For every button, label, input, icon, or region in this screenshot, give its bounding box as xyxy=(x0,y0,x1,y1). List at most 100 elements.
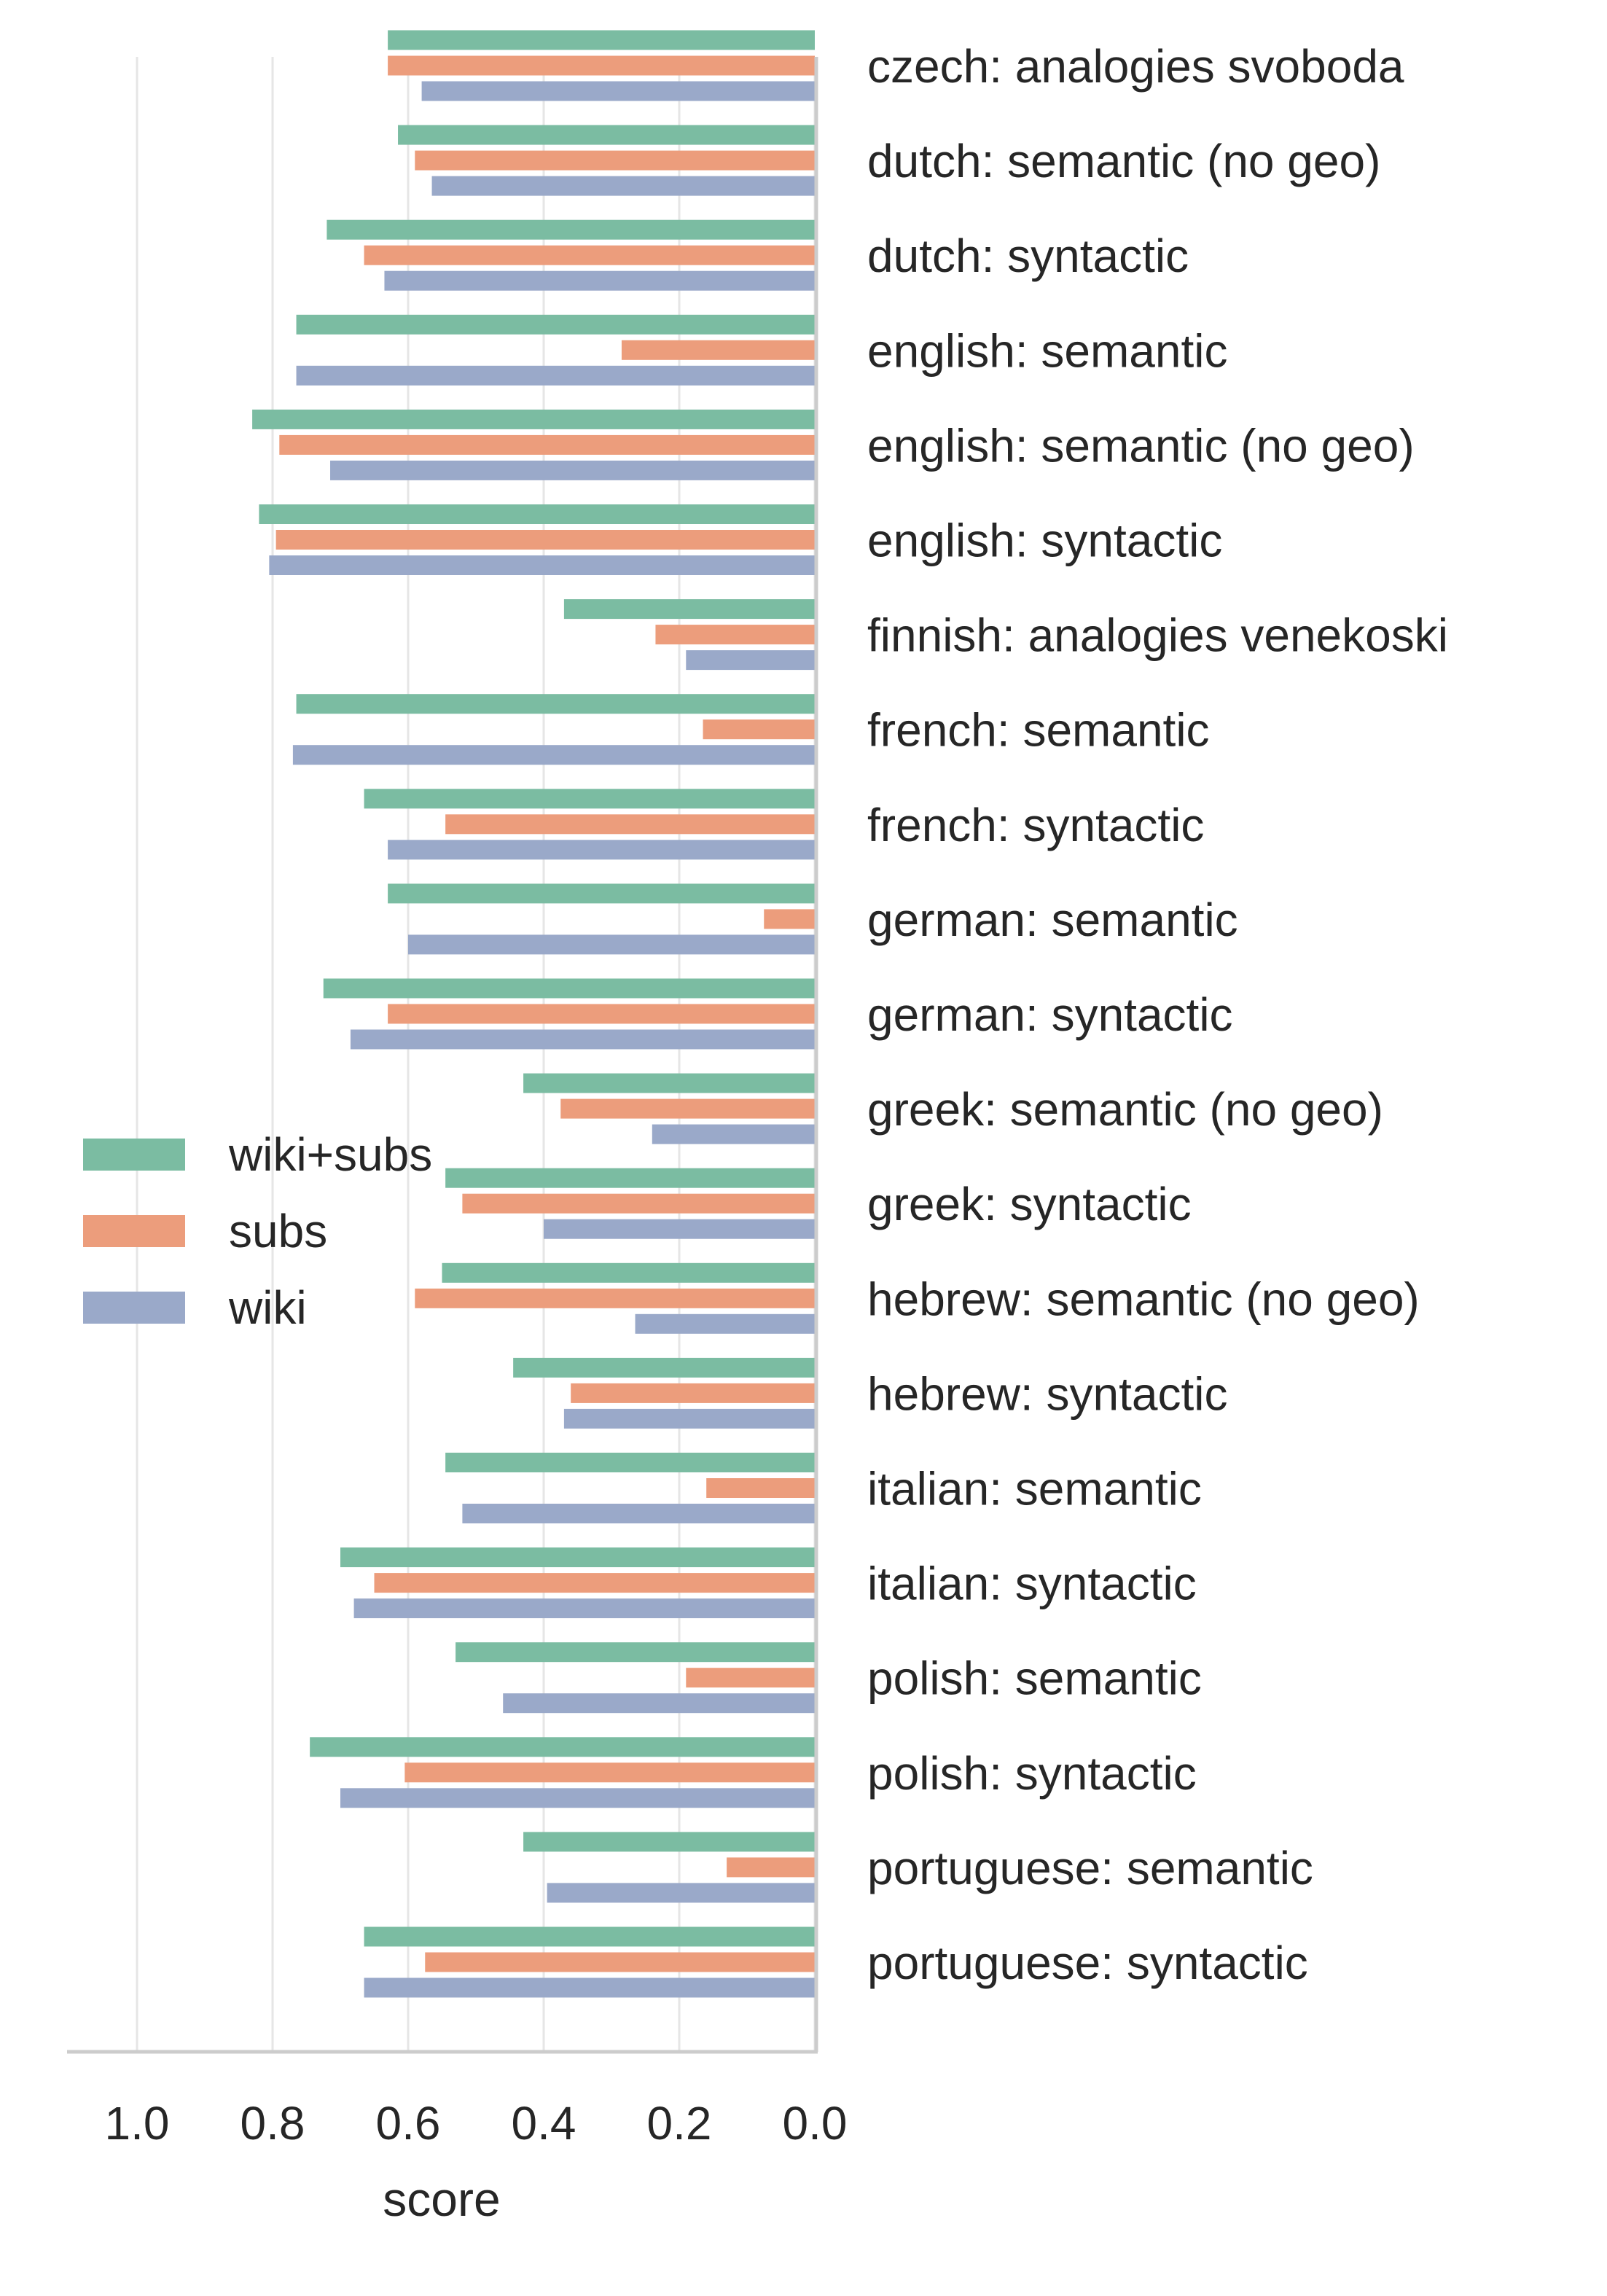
bar-wiki-19 xyxy=(547,1883,815,1903)
bar-wiki-17 xyxy=(503,1693,815,1714)
bar-wiki-20 xyxy=(364,1977,815,1998)
category-label-18: polish: syntactic xyxy=(867,1747,1197,1800)
category-label-8: french: syntactic xyxy=(867,799,1204,851)
bar-subs-11 xyxy=(560,1098,815,1119)
bar-wiki-subs-12 xyxy=(445,1168,815,1188)
category-label-15: italian: semantic xyxy=(867,1463,1202,1515)
category-label-0: czech: analogies svoboda xyxy=(867,40,1404,93)
category-label-9: german: semantic xyxy=(867,894,1238,946)
bar-subs-6 xyxy=(655,625,815,645)
bar-subs-18 xyxy=(404,1762,815,1783)
category-label-19: portuguese: semantic xyxy=(867,1842,1313,1894)
bar-wiki-subs-11 xyxy=(523,1073,815,1093)
category-label-2: dutch: syntactic xyxy=(867,230,1189,282)
bar-subs-12 xyxy=(462,1193,815,1214)
bar-wiki-5 xyxy=(269,555,816,575)
bar-subs-0 xyxy=(388,55,815,76)
bar-wiki-16 xyxy=(353,1598,816,1619)
bar-subs-10 xyxy=(388,1004,815,1024)
bar-wiki-8 xyxy=(388,840,815,860)
bar-subs-1 xyxy=(415,150,815,171)
bar-subs-16 xyxy=(374,1573,815,1593)
category-label-6: finnish: analogies venekoski xyxy=(867,609,1448,662)
bar-wiki-subs-3 xyxy=(296,314,815,335)
bar-subs-3 xyxy=(621,340,815,360)
bar-wiki-11 xyxy=(652,1124,815,1144)
bar-wiki-subs-13 xyxy=(442,1262,815,1283)
bar-subs-15 xyxy=(706,1478,815,1498)
legend-label-1: subs xyxy=(229,1205,327,1257)
bar-wiki-subs-0 xyxy=(388,30,815,50)
bar-wiki-subs-2 xyxy=(327,219,815,240)
bar-wiki-subs-4 xyxy=(252,409,816,429)
bar-wiki-subs-14 xyxy=(513,1357,815,1378)
bar-wiki-10 xyxy=(350,1029,815,1050)
bar-subs-8 xyxy=(445,814,815,835)
bar-wiki-subs-16 xyxy=(340,1547,815,1568)
category-label-10: german: syntactic xyxy=(867,988,1233,1041)
category-label-14: hebrew: syntactic xyxy=(867,1367,1227,1420)
bar-wiki-3 xyxy=(296,365,815,386)
bar-subs-19 xyxy=(727,1857,815,1878)
bar-wiki-13 xyxy=(635,1313,815,1334)
category-label-13: hebrew: semantic (no geo) xyxy=(867,1273,1420,1325)
bar-wiki-subs-15 xyxy=(445,1453,815,1472)
bar-subs-9 xyxy=(764,909,815,929)
category-label-17: polish: semantic xyxy=(867,1652,1202,1705)
category-label-4: english: semantic (no geo) xyxy=(867,419,1415,472)
category-label-20: portuguese: syntactic xyxy=(867,1937,1308,1989)
bar-wiki-1 xyxy=(431,176,815,196)
category-label-1: dutch: semantic (no geo) xyxy=(867,135,1380,187)
legend-label-0: wiki+subs xyxy=(228,1128,432,1181)
bar-wiki-0 xyxy=(421,81,815,101)
bar-wiki-subs-20 xyxy=(364,1926,815,1947)
legend: wiki+subs subs wiki xyxy=(83,1128,432,1334)
category-label-5: english: syntactic xyxy=(867,515,1222,567)
category-label-3: english: semantic xyxy=(867,324,1227,377)
bar-wiki-subs-9 xyxy=(388,883,815,904)
bar-wiki-subs-7 xyxy=(296,694,815,714)
bar-subs-13 xyxy=(415,1288,815,1308)
bar-wiki-subs-18 xyxy=(310,1737,815,1757)
x-tick-label-5: 0.0 xyxy=(783,2097,848,2149)
x-tick-label-0: 1.0 xyxy=(105,2097,170,2149)
bar-wiki-subs-6 xyxy=(563,599,815,620)
legend-label-2: wiki xyxy=(228,1281,307,1334)
x-tick-label-1: 0.8 xyxy=(241,2097,305,2149)
bar-subs-14 xyxy=(571,1383,815,1403)
bars-layer xyxy=(252,30,816,1998)
bar-wiki-subs-19 xyxy=(523,1832,815,1852)
category-label-16: italian: syntactic xyxy=(867,1558,1197,1610)
bar-wiki-subs-17 xyxy=(455,1642,815,1663)
bar-wiki-7 xyxy=(292,745,815,765)
bar-wiki-15 xyxy=(462,1504,815,1523)
bar-wiki-subs-1 xyxy=(398,125,815,145)
x-tick-labels: 1.0 0.8 0.6 0.4 0.2 0.0 xyxy=(105,2097,848,2149)
bar-subs-7 xyxy=(703,719,815,740)
x-tick-label-4: 0.2 xyxy=(647,2097,712,2149)
x-axis-title: score xyxy=(383,2172,500,2226)
bar-wiki-14 xyxy=(563,1408,815,1429)
bar-wiki-subs-10 xyxy=(323,978,815,999)
bar-wiki-2 xyxy=(384,270,815,291)
bar-wiki-subs-8 xyxy=(364,789,815,809)
bar-wiki-subs-5 xyxy=(259,504,815,524)
bar-wiki-4 xyxy=(330,460,815,480)
category-label-7: french: semantic xyxy=(867,704,1210,757)
bar-wiki-6 xyxy=(686,650,815,671)
bar-subs-2 xyxy=(364,245,815,265)
bar-wiki-18 xyxy=(340,1788,815,1808)
category-label-11: greek: semantic (no geo) xyxy=(867,1083,1383,1136)
legend-swatch-1 xyxy=(83,1215,185,1247)
category-labels: czech: analogies svoboda dutch: semantic … xyxy=(867,40,1448,1989)
bar-subs-17 xyxy=(686,1668,815,1688)
bar-subs-5 xyxy=(275,530,815,550)
x-tick-label-3: 0.4 xyxy=(512,2097,576,2149)
bar-wiki-9 xyxy=(408,934,815,955)
legend-swatch-0 xyxy=(83,1139,185,1171)
category-label-12: greek: syntactic xyxy=(867,1178,1192,1230)
bar-subs-20 xyxy=(425,1952,815,1972)
axes xyxy=(67,57,818,2054)
bar-subs-4 xyxy=(279,434,815,455)
